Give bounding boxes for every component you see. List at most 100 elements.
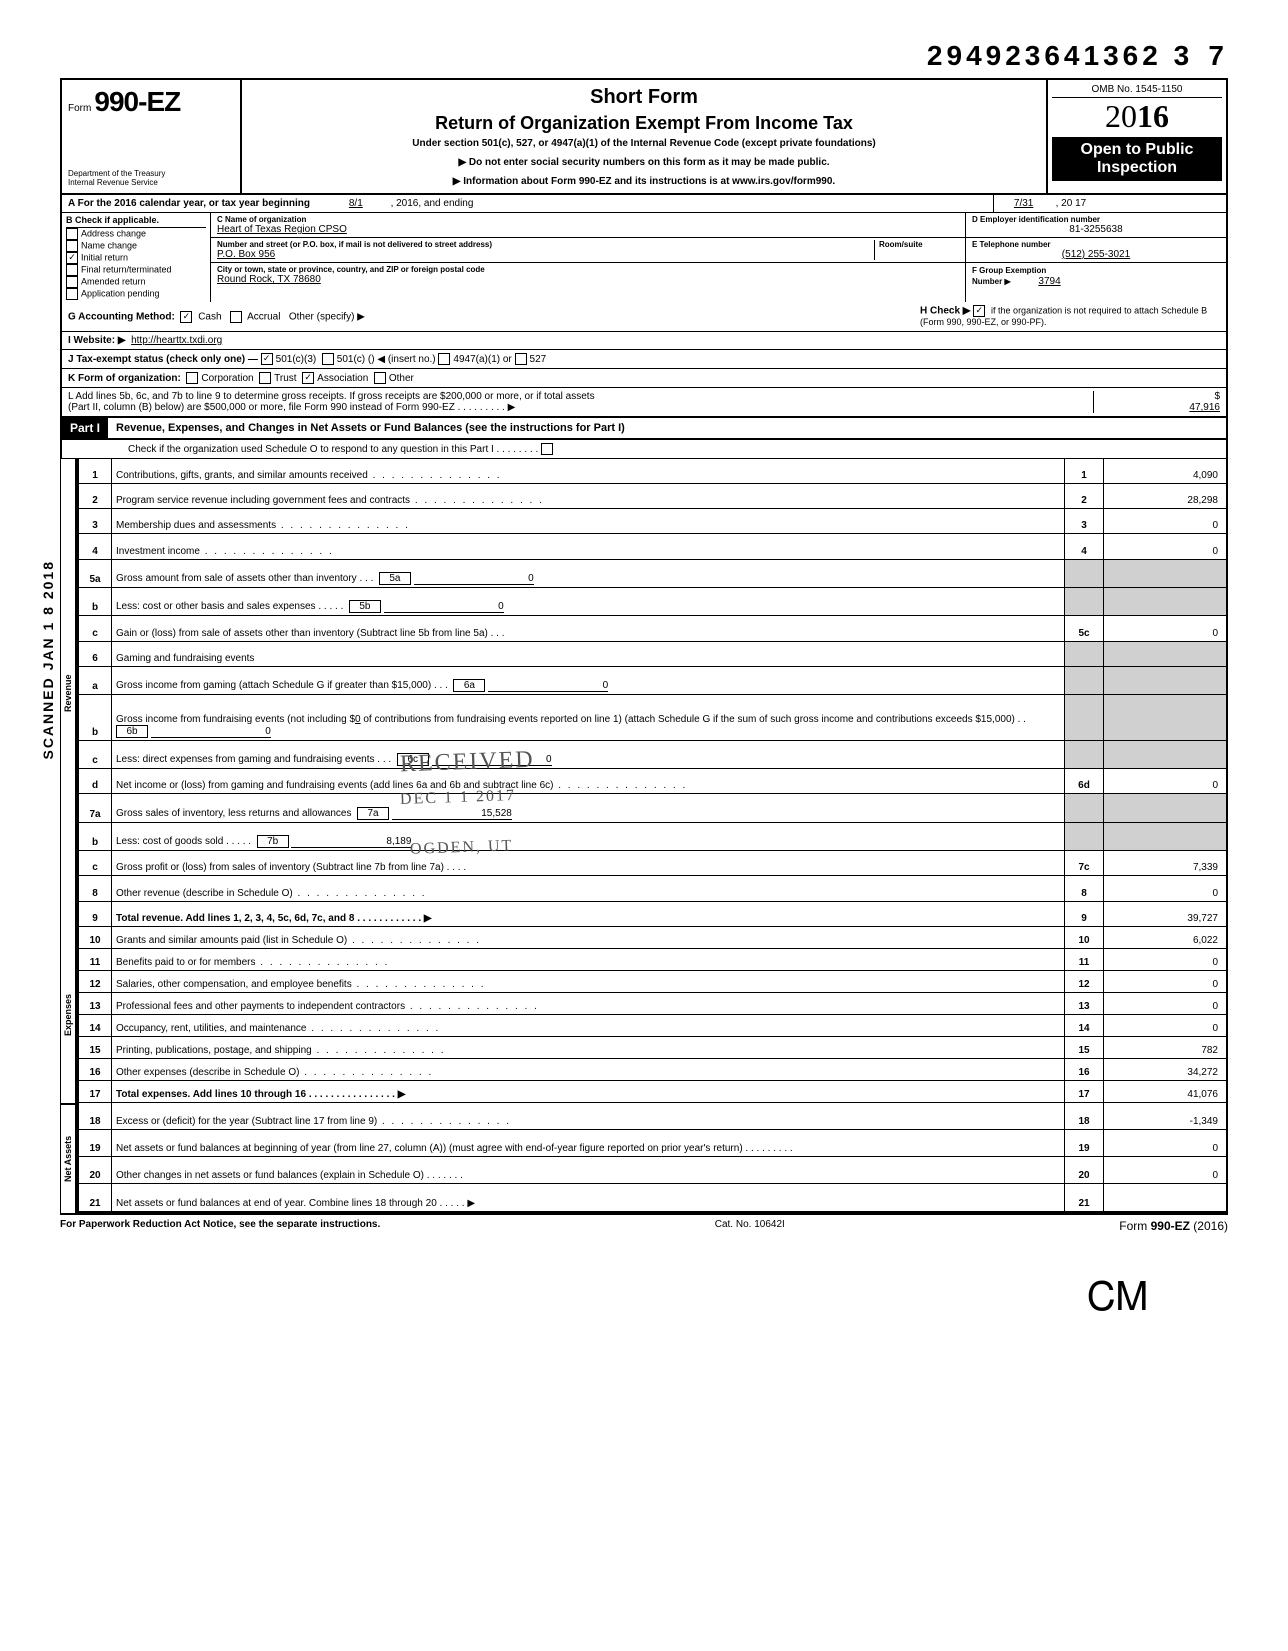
- line-a-tail: , 20 17: [1056, 198, 1087, 209]
- l8-amt[interactable]: 0: [1104, 876, 1228, 901]
- l17-n: 17: [1065, 1080, 1104, 1102]
- dept-irs: Internal Revenue Service: [68, 178, 234, 187]
- l7a-ba[interactable]: 15,528: [392, 808, 512, 820]
- line-a-begin[interactable]: 8/1: [349, 198, 363, 209]
- b-item-5: Application pending: [81, 288, 160, 298]
- year-prefix: 20: [1105, 98, 1137, 134]
- l16-amt[interactable]: 34,272: [1104, 1058, 1228, 1080]
- l6a-desc: Gross income from gaming (attach Schedul…: [116, 680, 431, 691]
- room-label: Room/suite: [879, 240, 959, 249]
- check-app-pending[interactable]: [66, 288, 78, 300]
- check-amended[interactable]: [66, 276, 78, 288]
- l13-amt[interactable]: 0: [1104, 992, 1228, 1014]
- l7b-ba[interactable]: 8,189: [291, 836, 411, 848]
- l20-desc: Other changes in net assets or fund bala…: [116, 1170, 424, 1181]
- l6d-n: 6d: [1065, 769, 1104, 794]
- check-h[interactable]: ✓: [973, 305, 985, 317]
- l14-desc: Occupancy, rent, utilities, and maintena…: [116, 1023, 306, 1034]
- check-other-org[interactable]: [374, 372, 386, 384]
- check-schedule-o[interactable]: [541, 443, 553, 455]
- org-street[interactable]: P.O. Box 956: [217, 249, 275, 260]
- l1-desc: Contributions, gifts, grants, and simila…: [116, 470, 368, 481]
- l2-amt[interactable]: 28,298: [1104, 483, 1228, 508]
- l5c-desc: Gain or (loss) from sale of assets other…: [116, 628, 488, 639]
- l11-amt[interactable]: 0: [1104, 948, 1228, 970]
- ssn-warning: ▶ Do not enter social security numbers o…: [252, 157, 1036, 168]
- l6b-post: of contributions from fundraising events…: [361, 714, 1026, 725]
- l19-n: 19: [1065, 1129, 1104, 1156]
- b-item-4: Amended return: [81, 276, 146, 286]
- b-item-2: Initial return: [81, 252, 128, 262]
- l10-amt[interactable]: 6,022: [1104, 927, 1228, 948]
- ogden-stamp: OGDEN, UT: [410, 837, 514, 859]
- part1-label: Part I: [62, 418, 108, 438]
- l3-amt[interactable]: 0: [1104, 509, 1228, 534]
- l6d-amt[interactable]: 0: [1104, 769, 1228, 794]
- footer-left: For Paperwork Reduction Act Notice, see …: [60, 1219, 380, 1233]
- l12-n: 12: [1065, 970, 1104, 992]
- l18-amt[interactable]: -1,349: [1104, 1103, 1228, 1129]
- l2-n: 2: [1065, 483, 1104, 508]
- l6b-box: 6b: [116, 725, 148, 738]
- l21-n: 21: [1065, 1184, 1104, 1212]
- phone-value[interactable]: (512) 255-3021: [1062, 249, 1130, 260]
- l21-amt[interactable]: [1104, 1184, 1228, 1212]
- check-501c3[interactable]: ✓: [261, 353, 273, 365]
- l-amount[interactable]: 47,916: [1189, 402, 1220, 413]
- l5c-amt[interactable]: 0: [1104, 616, 1228, 641]
- l7c-amt[interactable]: 7,339: [1104, 851, 1228, 876]
- l17-amt[interactable]: 41,076: [1104, 1080, 1228, 1102]
- l20-amt[interactable]: 0: [1104, 1157, 1228, 1184]
- dept-treasury: Department of the Treasury: [68, 169, 234, 178]
- check-name-change[interactable]: [66, 240, 78, 252]
- line-a-end[interactable]: 7/31: [1014, 198, 1033, 209]
- l6b-ba[interactable]: 0: [151, 726, 271, 738]
- l19-amt[interactable]: 0: [1104, 1129, 1228, 1156]
- ein-value[interactable]: 81-3255638: [972, 224, 1220, 235]
- e-label: E Telephone number: [972, 240, 1220, 249]
- l12-amt[interactable]: 0: [1104, 970, 1228, 992]
- line-a: A For the 2016 calendar year, or tax yea…: [60, 195, 1228, 213]
- org-name[interactable]: Heart of Texas Region CPSO: [217, 224, 347, 235]
- check-501c[interactable]: [322, 353, 334, 365]
- l6a-ba[interactable]: 0: [488, 680, 608, 692]
- check-accrual[interactable]: [230, 311, 242, 323]
- check-4947[interactable]: [438, 353, 450, 365]
- l1-amt[interactable]: 4,090: [1104, 459, 1228, 483]
- check-assoc[interactable]: ✓: [302, 372, 314, 384]
- l15-amt[interactable]: 782: [1104, 1036, 1228, 1058]
- check-initial-return[interactable]: ✓: [66, 252, 78, 264]
- l5b-box: 5b: [349, 600, 381, 613]
- l14-amt[interactable]: 0: [1104, 1014, 1228, 1036]
- l6a-box: 6a: [453, 679, 485, 692]
- h-label: H Check ▶: [920, 306, 970, 317]
- l5a-ba[interactable]: 0: [414, 573, 534, 585]
- side-netassets: Net Assets: [60, 1103, 77, 1213]
- l18-desc: Excess or (deficit) for the year (Subtra…: [116, 1116, 377, 1127]
- l16-n: 16: [1065, 1058, 1104, 1080]
- footer-right-form: Form: [1119, 1219, 1150, 1233]
- group-exemption[interactable]: 3794: [1038, 276, 1060, 287]
- b-item-0: Address change: [81, 228, 146, 238]
- website-value[interactable]: http://hearttx.txdi.org: [131, 335, 222, 346]
- org-city[interactable]: Round Rock, TX 78680: [217, 274, 321, 285]
- check-527[interactable]: [515, 353, 527, 365]
- block-bcd: B Check if applicable. Address change Na…: [60, 213, 1228, 302]
- check-cash[interactable]: ✓: [180, 311, 192, 323]
- l4-amt[interactable]: 0: [1104, 534, 1228, 559]
- check-address-change[interactable]: [66, 228, 78, 240]
- check-final-return[interactable]: [66, 264, 78, 276]
- form-prefix: Form: [68, 103, 91, 114]
- line-l: L Add lines 5b, 6c, and 7b to line 9 to …: [60, 388, 1228, 418]
- l9-amt[interactable]: 39,727: [1104, 901, 1228, 926]
- expenses-table: 10Grants and similar amounts paid (list …: [77, 927, 1228, 1103]
- check-corp[interactable]: [186, 372, 198, 384]
- part1-title: Revenue, Expenses, and Changes in Net As…: [108, 419, 1226, 437]
- l11-n: 11: [1065, 948, 1104, 970]
- l7b-desc: Less: cost of goods sold: [116, 836, 223, 847]
- l6b-pre: Gross income from fundraising events (no…: [116, 714, 355, 725]
- check-trust[interactable]: [259, 372, 271, 384]
- l14-n: 14: [1065, 1014, 1104, 1036]
- l5b-ba[interactable]: 0: [384, 601, 504, 613]
- footer-mid: Cat. No. 10642I: [715, 1219, 785, 1233]
